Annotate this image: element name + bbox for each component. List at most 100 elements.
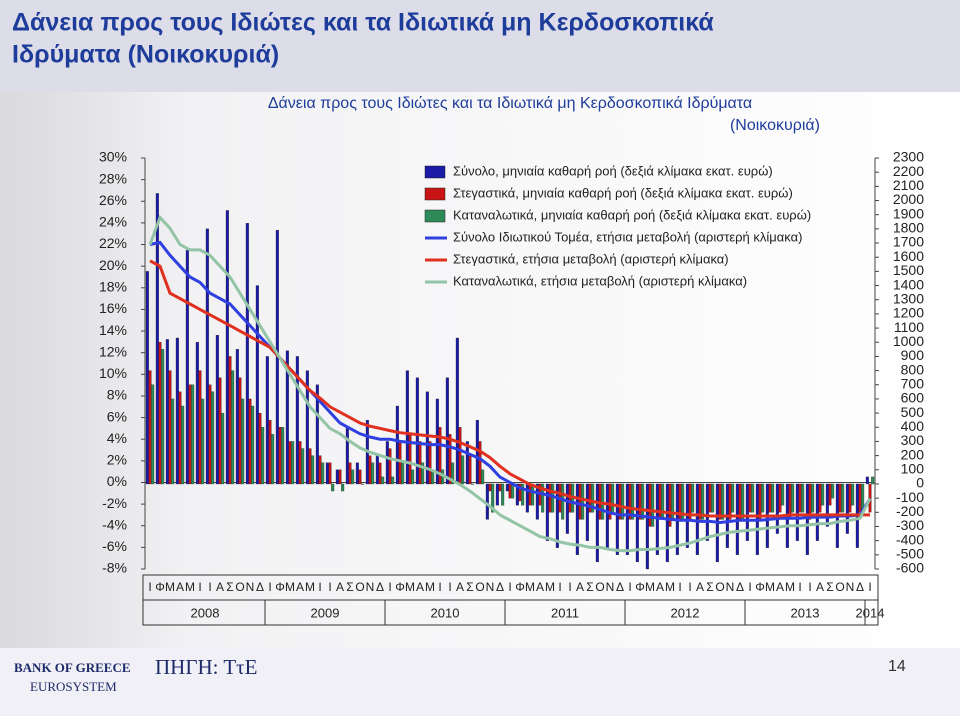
bar <box>421 462 425 485</box>
x-tick-label: Ι <box>318 580 321 594</box>
y2-tick-label: 400 <box>901 418 925 434</box>
y2-tick-label: -200 <box>896 503 924 519</box>
bar <box>458 427 462 485</box>
legend-label: Σύνολο, μηνιαία καθαρή ροή (δεξιά κλίμακ… <box>453 163 773 178</box>
y2-tick-label: 1600 <box>893 248 924 264</box>
legend-label: Καταναλωτικά, μηνιαία καθαρή ροή (δεξιά … <box>453 207 811 222</box>
x-tick-label: Ι <box>328 580 331 594</box>
bar <box>161 349 165 485</box>
bar <box>528 483 532 506</box>
bar <box>321 462 325 485</box>
x-tick-label: Μ <box>545 580 555 594</box>
bar <box>185 249 189 485</box>
bar <box>288 441 292 485</box>
bar <box>795 483 799 541</box>
y-tick-label: 28% <box>99 170 127 186</box>
y-tick-label: 22% <box>99 235 127 251</box>
bar <box>178 391 182 485</box>
y2-tick-label: 2200 <box>893 163 924 179</box>
y2-tick-label: 1500 <box>893 262 924 278</box>
x-tick-label: Α <box>296 580 304 594</box>
y-tick-label: -4% <box>102 516 127 532</box>
bar <box>748 483 752 513</box>
bar <box>555 483 559 548</box>
bar <box>821 483 825 506</box>
bar <box>251 405 255 485</box>
bar <box>405 370 409 485</box>
bar <box>391 476 395 485</box>
x-tick-label: Μ <box>305 580 315 594</box>
y2-tick-label: 100 <box>901 460 925 476</box>
x-tick-label: Ο <box>475 580 484 594</box>
bar <box>561 483 565 520</box>
x-tick-label: Σ <box>226 580 233 594</box>
y-tick-label: 12% <box>99 343 127 359</box>
bar <box>851 483 855 506</box>
bar <box>578 483 582 520</box>
bar <box>445 377 449 485</box>
slide-title: Ιδρύματα (Νοικοκυριά) <box>12 41 279 69</box>
bar <box>455 337 459 485</box>
bar <box>871 476 875 485</box>
x-tick-label: Α <box>416 580 424 594</box>
y2-tick-label: 1900 <box>893 205 924 221</box>
x-tick-label: Α <box>536 580 544 594</box>
bar <box>695 483 699 555</box>
bar <box>521 483 525 506</box>
bar <box>728 483 732 520</box>
x-tick-label: Ν <box>366 580 375 594</box>
bar <box>315 384 319 485</box>
bar <box>188 384 192 485</box>
bar <box>265 356 269 485</box>
y2-tick-label: 0 <box>916 475 924 491</box>
y2-tick-label: 2100 <box>893 177 924 193</box>
legend-swatch <box>424 165 446 179</box>
x-tick-label: Σ <box>826 580 833 594</box>
bar <box>501 483 505 506</box>
x-tick-label: Δ <box>496 580 504 594</box>
x-tick-label: Ι <box>508 580 511 594</box>
x-tick-label: Δ <box>736 580 744 594</box>
x-tick-label: Ι <box>678 580 681 594</box>
x-tick-label: Δ <box>256 580 264 594</box>
bar <box>385 441 389 485</box>
bar <box>665 483 669 563</box>
bar <box>345 427 349 485</box>
x-tick-label: Μ <box>645 580 655 594</box>
bar <box>181 405 185 485</box>
bar <box>495 483 499 506</box>
bar <box>438 427 442 485</box>
x-tick-label: Α <box>336 580 344 594</box>
y-tick-label: 16% <box>99 300 127 316</box>
bar <box>351 469 355 485</box>
bar <box>548 483 552 513</box>
x-tick-label: Ι <box>208 580 211 594</box>
bar <box>201 398 205 485</box>
y2-tick-label: 300 <box>901 432 925 448</box>
x-tick-label: Α <box>216 580 224 594</box>
bar <box>425 391 429 485</box>
bar <box>471 483 475 485</box>
bar <box>165 339 169 485</box>
y-tick-label: 0% <box>107 473 127 489</box>
bar <box>278 427 282 485</box>
bar <box>701 483 705 520</box>
y2-tick-label: 1200 <box>893 305 924 321</box>
bar <box>415 377 419 485</box>
x-tick-label: Φ <box>395 580 405 594</box>
bar <box>838 483 842 513</box>
bar <box>841 483 845 513</box>
x-tick-label: Ο <box>835 580 844 594</box>
bar <box>751 483 755 513</box>
bar <box>331 483 335 492</box>
x-tick-label: Ν <box>486 580 495 594</box>
x-tick-label: Ο <box>595 580 604 594</box>
bar <box>625 483 629 555</box>
bar <box>281 427 285 485</box>
x-tick-label: Μ <box>665 580 675 594</box>
bar <box>648 483 652 527</box>
y2-tick-label: 700 <box>901 375 925 391</box>
bar <box>711 483 715 513</box>
bar <box>818 483 822 513</box>
